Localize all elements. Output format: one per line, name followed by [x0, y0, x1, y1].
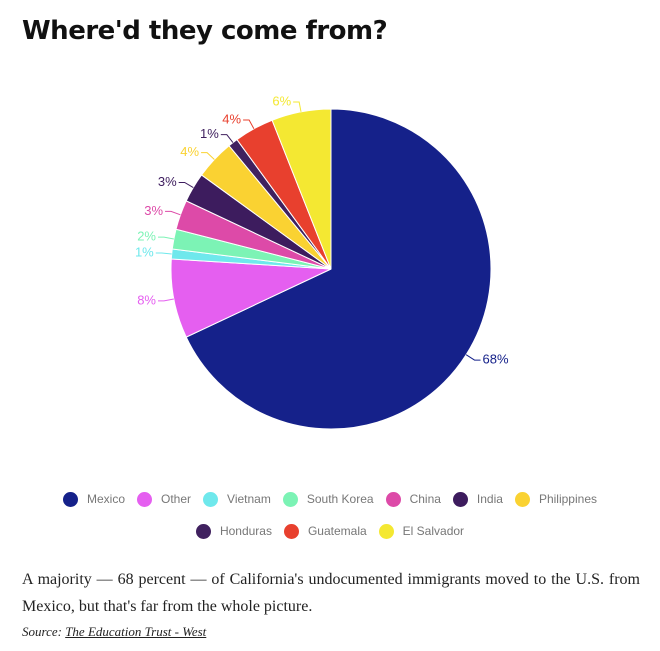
legend-label: South Korea	[306, 492, 374, 506]
data-label: 4%	[180, 144, 199, 159]
data-label: 2%	[137, 229, 156, 244]
legend-label: Other	[161, 492, 192, 506]
leader-line	[465, 354, 481, 361]
chart: 68%8%1%2%3%3%4%1%4%6%	[135, 93, 509, 430]
leader-line	[178, 181, 194, 188]
legend-item[interactable]: India	[452, 490, 503, 508]
legend-swatch	[63, 491, 78, 507]
legend-item[interactable]: Guatemala	[283, 522, 367, 540]
legend-item[interactable]: Mexico	[63, 490, 125, 508]
leader-line	[201, 152, 215, 160]
source-link[interactable]: The Education Trust - West	[65, 624, 207, 639]
leader-line	[243, 119, 255, 130]
data-label: 3%	[144, 203, 163, 218]
leader-line	[220, 134, 234, 143]
data-label: 3%	[158, 174, 177, 189]
caption: A majority — 68 percent — of California'…	[22, 571, 640, 615]
leader-line	[158, 298, 174, 302]
legend-item[interactable]: El Salvador	[378, 522, 465, 540]
legend-label: Guatemala	[307, 524, 367, 538]
legend-swatch	[385, 491, 401, 507]
legend-swatch	[452, 491, 468, 507]
legend-item[interactable]: Honduras	[195, 522, 272, 540]
data-label: 1%	[200, 126, 219, 141]
legend-label: Philippines	[538, 492, 597, 506]
legend-item[interactable]: South Korea	[282, 490, 374, 508]
legend-label: Mexico	[87, 492, 126, 506]
legend-item[interactable]: Philippines	[514, 490, 597, 508]
data-label: 6%	[272, 93, 291, 108]
data-label: 68%	[483, 352, 509, 367]
legend-swatch	[137, 491, 153, 507]
data-label: 4%	[222, 111, 241, 126]
leader-line	[155, 252, 172, 255]
legend-swatch	[282, 491, 298, 507]
legend-swatch	[203, 491, 219, 507]
data-label: 8%	[137, 292, 156, 307]
legend-label: Vietnam	[227, 492, 271, 506]
legend: Mexico Other Vietnam South Korea China India P…	[60, 490, 600, 540]
legend-item[interactable]: Other	[137, 490, 191, 508]
source-prefix: Source:	[22, 624, 62, 639]
legend-swatch	[195, 523, 211, 539]
legend-item[interactable]: China	[385, 490, 441, 508]
chart-title: Where'd they come from?	[22, 16, 388, 46]
pie-slice	[185, 108, 492, 430]
leader-line	[165, 210, 181, 216]
data-label: 1%	[135, 244, 154, 259]
pie-slice	[271, 108, 332, 270]
legend-item[interactable]: Vietnam	[203, 490, 271, 508]
legend-swatch	[283, 523, 299, 539]
legend-label: China	[409, 492, 441, 506]
legend-swatch	[378, 523, 394, 539]
leader-line	[158, 236, 174, 240]
legend-label: El Salvador	[402, 524, 465, 538]
legend-label: India	[476, 492, 503, 506]
legend-label: Honduras	[219, 524, 272, 538]
legend-swatch	[514, 491, 530, 507]
source: Source: The Education Trust - West	[22, 624, 206, 640]
leader-line	[293, 101, 302, 112]
